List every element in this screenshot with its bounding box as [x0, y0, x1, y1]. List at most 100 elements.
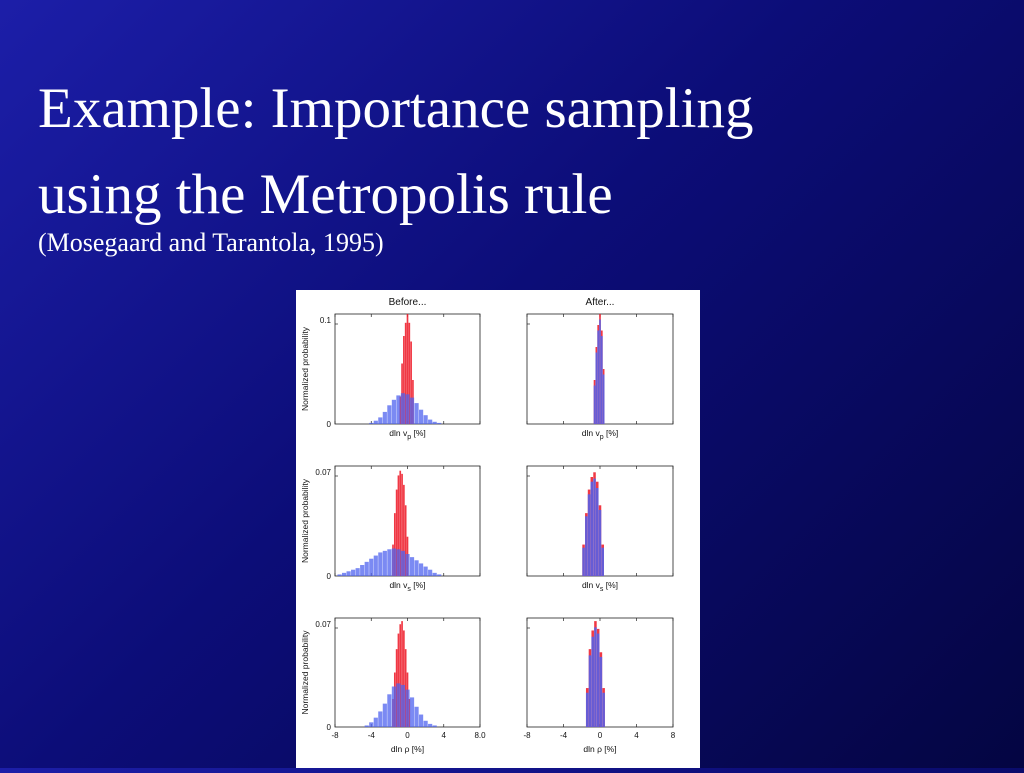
red-histogram-bar — [393, 513, 396, 576]
blue-histogram-bar — [337, 574, 342, 576]
blue-histogram-bar — [602, 374, 605, 424]
blue-histogram-bar — [428, 419, 433, 424]
slide-subtitle: (Mosegaard and Tarantola, 1995) — [38, 228, 384, 257]
red-histogram-bar — [399, 624, 402, 727]
x-tick-label: -4 — [368, 731, 376, 740]
blue-histogram-bar — [590, 481, 594, 576]
blue-histogram-bar — [387, 694, 392, 727]
x-axis-label: dln vp [%] — [389, 428, 426, 441]
blue-histogram-bar — [351, 569, 356, 576]
y-tick-label: 0 — [327, 723, 332, 732]
blue-histogram-bar — [396, 395, 401, 424]
column-title: After... — [586, 297, 615, 308]
red-histogram-bar — [395, 489, 398, 576]
red-histogram-bar — [403, 630, 405, 727]
blue-histogram-bar — [432, 725, 437, 727]
blue-histogram-bar — [369, 558, 374, 576]
blue-histogram-bar — [409, 397, 415, 424]
blue-histogram-bar — [437, 422, 442, 424]
blue-histogram-bar — [364, 725, 369, 727]
y-tick-label: 0 — [327, 420, 332, 429]
red-histogram-bar — [410, 341, 412, 424]
red-histogram-bar — [397, 475, 400, 576]
blue-histogram-bar — [378, 552, 383, 576]
y-axis-label: Normalized probability — [300, 326, 310, 411]
blue-histogram-bar — [341, 572, 347, 576]
blue-histogram-bar — [598, 510, 602, 576]
blue-histogram-bar — [378, 417, 383, 424]
blue-histogram-bar — [594, 627, 597, 727]
red-histogram-bar — [404, 322, 407, 424]
y-tick-label: 0.07 — [315, 468, 331, 477]
blue-histogram-bar — [387, 549, 392, 576]
x-axis-label: dln vs [%] — [389, 580, 425, 593]
histogram-grid-svg: Before... After... Normalized probability 0… — [300, 297, 676, 754]
blue-histogram-bar — [391, 686, 396, 727]
column-title: Before... — [389, 297, 427, 308]
blue-histogram-bar — [382, 411, 387, 424]
blue-histogram-bar — [585, 516, 588, 576]
blue-histogram-bar — [587, 494, 591, 576]
blue-histogram-bar — [405, 394, 410, 424]
red-histogram-bar — [404, 649, 407, 727]
x-tick-label: -4 — [560, 731, 568, 740]
blue-histogram-bar — [414, 560, 419, 576]
title-line-2: using the Metropolis rule — [38, 163, 613, 226]
blue-histogram-bar — [391, 548, 396, 576]
y-tick-label: 0.07 — [315, 620, 331, 629]
x-tick-label: 8 — [671, 731, 676, 740]
red-histogram-bar — [403, 484, 405, 576]
red-histogram-bar — [408, 322, 411, 424]
blue-histogram-bar — [373, 717, 378, 727]
blue-histogram-bar — [414, 403, 419, 424]
red-histogram-bar — [399, 470, 402, 576]
blue-histogram-bar — [360, 565, 365, 576]
blue-histogram-bar — [595, 352, 598, 424]
blue-histogram-bar — [428, 569, 433, 576]
blue-histogram-bar — [396, 549, 401, 576]
y-axis-label: Normalized probability — [300, 630, 310, 715]
blue-histogram-bar — [382, 550, 387, 576]
blue-histogram-bar — [593, 478, 596, 576]
blue-histogram-bar — [423, 566, 428, 576]
blue-histogram-bar — [582, 547, 585, 576]
blue-histogram-bar — [419, 409, 424, 424]
blue-histogram-bar — [405, 554, 410, 576]
blue-histogram-bar — [409, 557, 415, 576]
x-tick-label: 0 — [405, 731, 410, 740]
blue-histogram-bar — [382, 703, 387, 727]
blue-histogram-bar — [396, 683, 401, 727]
x-tick-label: -8 — [523, 731, 531, 740]
x-tick-label: 4 — [634, 731, 639, 740]
red-histogram-bar — [401, 621, 403, 727]
blue-histogram-bar — [355, 568, 360, 576]
x-axis-label: dln vp [%] — [582, 428, 619, 441]
blue-histogram-bar — [599, 656, 603, 727]
slide-title: Example: Importance sampling using the M… — [38, 66, 998, 238]
y-axis-label: Normalized probability — [300, 478, 310, 563]
blue-histogram-bar — [593, 385, 596, 424]
blue-histogram-bar — [373, 555, 378, 576]
blue-histogram-bar — [600, 336, 603, 424]
blue-histogram-bar — [378, 711, 383, 727]
x-tick-label: -8 — [331, 731, 339, 740]
blue-histogram-bar — [596, 633, 600, 727]
blue-histogram-bar — [597, 330, 600, 424]
blue-histogram-bar — [591, 636, 594, 727]
red-histogram-bar — [397, 633, 400, 727]
y-tick-label: 0.1 — [320, 316, 332, 325]
blue-histogram-bar — [405, 689, 410, 727]
blue-histogram-bar — [423, 415, 428, 424]
blue-histogram-bar — [432, 421, 437, 424]
blue-histogram-bar — [419, 563, 424, 576]
blue-histogram-bar — [419, 714, 424, 727]
blue-histogram-bar — [409, 697, 415, 727]
blue-histogram-bar — [400, 684, 406, 727]
blue-histogram-bar — [400, 550, 406, 576]
y-tick-label: 0 — [327, 572, 332, 581]
blue-histogram-bar — [437, 574, 442, 576]
title-line-1: Example: Importance sampling — [38, 77, 754, 140]
x-tick-label: 4 — [442, 731, 447, 740]
x-axis-label: dln ρ [%] — [583, 744, 616, 754]
blue-histogram-bar — [432, 572, 437, 576]
